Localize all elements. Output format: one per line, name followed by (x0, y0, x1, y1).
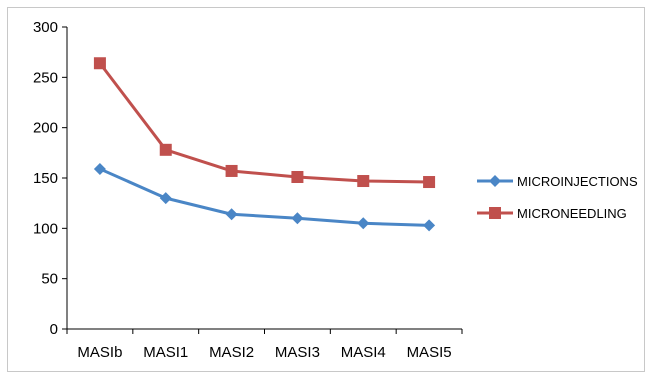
y-tick-label: 150 (33, 170, 58, 187)
legend-entry: MICRONEEDLING (477, 206, 627, 221)
data-point (291, 170, 304, 183)
data-point (159, 192, 172, 205)
x-axis-ticks: MASIb MASI1 MASI2 MASI3 MASI4 MASI5 (66, 329, 463, 361)
y-tick-label: 200 (33, 120, 58, 137)
data-point (225, 164, 238, 177)
series-line (99, 167, 430, 227)
chart-border (7, 7, 645, 372)
legend-marker (489, 207, 501, 219)
y-tick-label: 100 (33, 220, 58, 237)
legend-marker (489, 175, 501, 187)
x-tick-label: MASI3 (275, 344, 320, 361)
legend: MICROINJECTIONS MICRONEEDLING (477, 174, 638, 221)
y-tick-label: 0 (50, 321, 58, 338)
y-tick-label: 300 (33, 19, 58, 36)
y-axis-ticks: 0 50 100 150 200 250 300 (33, 19, 67, 338)
data-point (93, 57, 106, 70)
x-tick-label: MASI4 (341, 344, 386, 361)
series-microneedling (93, 57, 436, 189)
data-point (291, 212, 304, 225)
data-point (357, 175, 370, 188)
data-point (225, 208, 238, 221)
data-point (423, 219, 436, 232)
y-tick-label: 50 (41, 271, 58, 288)
series-layer (93, 57, 436, 232)
x-tick-label: MASI5 (407, 344, 452, 361)
series-line (98, 62, 430, 184)
x-tick-label: MASIb (77, 344, 122, 361)
legend-label: MICRONEEDLING (517, 206, 627, 221)
data-point (93, 162, 106, 175)
legend-label: MICROINJECTIONS (517, 174, 638, 189)
x-tick-label: MASI2 (209, 344, 254, 361)
data-point (357, 217, 370, 230)
y-tick-label: 250 (33, 69, 58, 86)
legend-entry: MICROINJECTIONS (477, 174, 638, 189)
x-tick-label: MASI1 (143, 344, 188, 361)
data-point (159, 143, 172, 156)
data-point (423, 176, 436, 189)
series-microinjections (93, 162, 436, 232)
